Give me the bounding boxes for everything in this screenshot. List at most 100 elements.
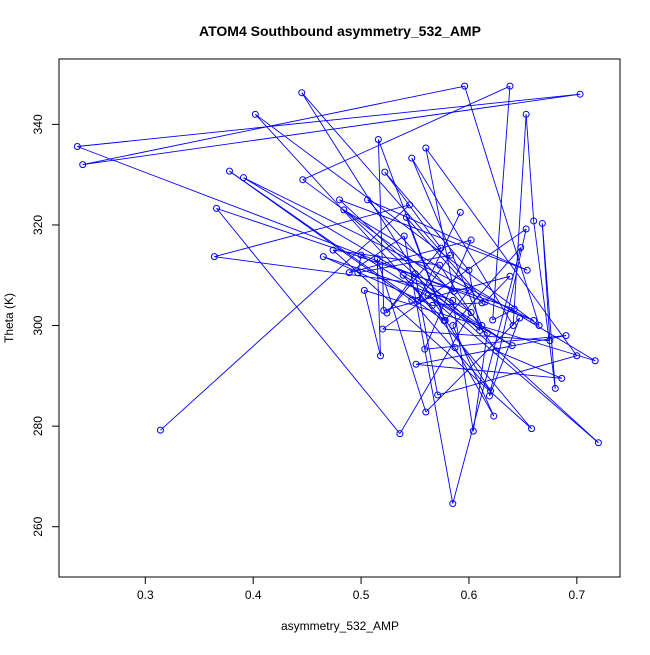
series-segment — [339, 199, 528, 271]
data-point — [329, 246, 337, 254]
data-point — [379, 325, 387, 333]
series-segment — [384, 171, 470, 271]
data-point — [400, 232, 408, 240]
data-point — [449, 322, 457, 330]
data-point — [156, 426, 164, 434]
data-point — [357, 251, 365, 259]
data-point — [594, 439, 602, 447]
data-point — [506, 272, 514, 280]
data-point — [239, 174, 247, 182]
data-point — [508, 342, 516, 350]
data-point — [573, 352, 581, 360]
data-point — [340, 206, 348, 214]
y-tick-label: 300 — [31, 315, 45, 335]
series-segment — [452, 325, 495, 417]
series-segment — [377, 139, 385, 311]
data-point — [421, 345, 429, 353]
series-segment — [406, 217, 483, 304]
data-point — [383, 309, 391, 317]
data-point — [483, 329, 491, 337]
data-point — [364, 196, 372, 204]
data-point — [506, 82, 514, 90]
x-tick-label: 0.5 — [353, 588, 370, 602]
x-tick-label: 0.7 — [569, 588, 586, 602]
data-point — [456, 208, 464, 216]
series-segment — [425, 317, 520, 413]
series-segment — [424, 239, 472, 350]
series-segment — [82, 93, 581, 166]
series-segment — [452, 300, 474, 432]
data-point — [469, 427, 477, 435]
series-segment — [214, 256, 470, 291]
series-segment — [427, 295, 599, 444]
series-segment — [411, 157, 514, 326]
data-point — [449, 500, 457, 508]
data-point — [538, 219, 546, 227]
data-point — [399, 271, 407, 279]
series-segment — [512, 114, 527, 326]
series-segment — [489, 228, 527, 397]
series-segment — [216, 207, 515, 310]
x-axis: 0.3 0.4 0.5 0.6 0.7 — [137, 576, 586, 602]
series-segment — [425, 147, 455, 292]
data-point — [210, 253, 218, 261]
series-segment — [444, 290, 470, 321]
series-segment — [332, 249, 440, 266]
series-segment — [82, 85, 465, 166]
data-point — [562, 332, 570, 340]
series-segment — [432, 302, 482, 306]
series-segment — [160, 204, 410, 431]
y-tick-label: 340 — [31, 114, 45, 134]
data-point — [516, 314, 524, 322]
data-point — [467, 308, 475, 316]
data-point — [465, 266, 473, 274]
series-segment — [417, 212, 461, 301]
data-point — [449, 296, 457, 304]
data-point — [396, 430, 404, 438]
data-point — [530, 317, 538, 325]
series-segment — [495, 350, 562, 379]
data-point — [487, 387, 495, 395]
series-segment — [403, 235, 454, 504]
series-segment — [384, 171, 442, 249]
data-point — [558, 374, 566, 382]
series-segment — [416, 363, 562, 379]
series-segment — [343, 209, 599, 444]
series-segment — [243, 177, 534, 321]
data-point — [478, 322, 486, 330]
data-point — [79, 161, 87, 169]
chart-title: ATOM4 Southbound asymmetry_532_AMP — [199, 23, 481, 39]
series-segment — [216, 208, 401, 434]
series-segment — [363, 290, 381, 356]
data-point — [450, 287, 458, 295]
series-segment — [367, 199, 528, 271]
data-point — [451, 344, 459, 352]
series-segment — [492, 86, 511, 321]
series-segment — [427, 294, 513, 347]
x-axis-label: asymmetry_532_AMP — [281, 619, 399, 633]
data-point — [522, 110, 530, 118]
data-point — [424, 291, 432, 299]
data-point — [73, 143, 81, 151]
data-point — [510, 305, 518, 313]
data-point — [535, 322, 543, 330]
data-point — [528, 425, 536, 433]
data-point — [354, 269, 362, 277]
series-segment — [357, 254, 451, 274]
series-segment — [332, 249, 532, 429]
data-point — [336, 196, 343, 204]
data-point — [299, 176, 307, 184]
data-point — [467, 236, 475, 244]
data-point — [422, 408, 430, 416]
data-point — [298, 89, 306, 97]
y-tick-label: 320 — [31, 215, 45, 235]
series-segment — [348, 235, 405, 274]
data-point — [428, 301, 436, 309]
data-point — [360, 286, 368, 294]
data-point — [530, 217, 538, 225]
data-point — [546, 337, 554, 345]
series-segment — [541, 223, 551, 341]
series-segment — [343, 209, 596, 362]
data-point — [523, 266, 531, 274]
